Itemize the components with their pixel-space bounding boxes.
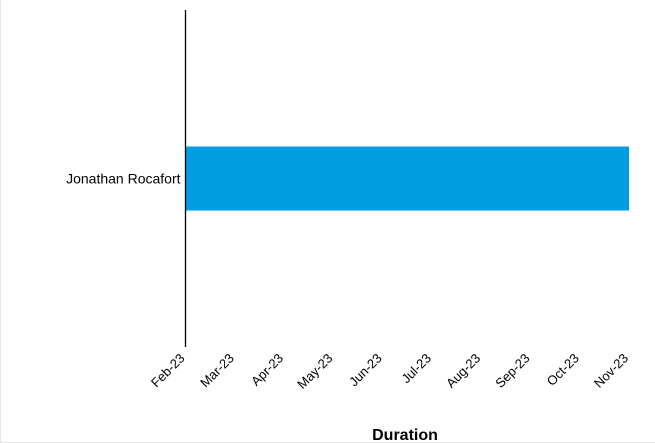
x-tick-label: Jul-23 [398,351,434,387]
x-tick-label: Nov-23 [591,351,631,391]
x-tick-label: Jun-23 [346,351,385,390]
gantt-bar [185,146,629,211]
x-tick-labels: Feb-23 Mar-23 Apr-23 May-23 Jun-23 Jul-23 Aug-… [148,351,631,392]
x-tick-label: Aug-23 [443,351,483,391]
x-tick-label: Oct-23 [544,351,582,389]
x-tick-label: Apr-23 [248,351,286,389]
x-tick-label: Sep-23 [492,351,532,391]
category-labels: Jonathan Rocafort [66,171,181,187]
x-tick-label: Mar-23 [197,351,237,391]
bars-layer [185,146,629,211]
x-tick-label: Feb-23 [148,351,188,391]
x-tick-label: May-23 [294,351,335,392]
x-axis-title: Duration [372,427,438,443]
category-label: Jonathan Rocafort [66,171,181,187]
